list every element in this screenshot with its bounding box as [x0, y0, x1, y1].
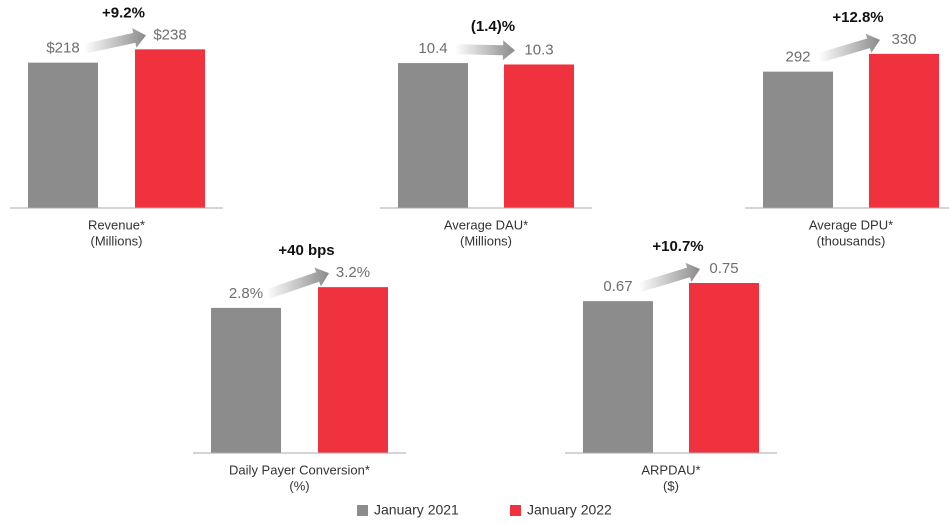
axis-label: Average DAU*	[444, 217, 528, 232]
legend-swatch	[357, 505, 368, 516]
bar	[869, 53, 939, 208]
axis-label: (thousands)	[817, 233, 886, 248]
axis-label: ($)	[663, 478, 679, 493]
change-arrow	[818, 33, 880, 63]
axis-label: Daily Payer Conversion*	[229, 462, 370, 477]
axis-label: Average DPU*	[809, 217, 893, 232]
value-label: $238	[153, 26, 186, 43]
value-label: 10.4	[418, 40, 447, 57]
axis-label: (Millions)	[460, 233, 512, 248]
change-arrow	[638, 262, 700, 292]
bar	[583, 301, 653, 453]
value-label: 2.8%	[229, 285, 263, 302]
value-label: 3.2%	[336, 264, 370, 281]
bar	[504, 64, 574, 209]
value-label: 292	[785, 49, 810, 66]
bar	[318, 287, 388, 453]
value-label: 0.75	[709, 260, 738, 277]
change-arrow	[266, 267, 329, 299]
bar	[211, 307, 281, 453]
change-annotation: +9.2%	[102, 4, 145, 21]
bar	[28, 62, 98, 208]
axis-label: ARPDAU*	[641, 462, 700, 477]
value-label: 0.67	[603, 278, 632, 295]
bar	[689, 283, 759, 453]
value-label: 330	[891, 31, 916, 48]
legend-swatch	[510, 505, 521, 516]
change-annotation: (1.4)%	[471, 18, 515, 35]
bar	[763, 71, 833, 208]
legend-label: January 2021	[374, 502, 459, 518]
change-annotation: +10.7%	[652, 238, 703, 255]
value-label: $218	[46, 40, 79, 57]
bar	[135, 49, 205, 209]
legend-label: January 2022	[527, 502, 612, 518]
value-label: 10.3	[524, 41, 553, 58]
change-annotation: +12.8%	[832, 9, 883, 26]
axis-label: (%)	[289, 478, 309, 493]
bar	[398, 63, 468, 208]
change-arrow	[83, 28, 146, 54]
change-annotation: +40 bps	[278, 242, 334, 259]
axis-label: (Millions)	[91, 233, 143, 248]
change-arrow	[454, 40, 515, 61]
axis-label: Revenue*	[88, 217, 145, 232]
